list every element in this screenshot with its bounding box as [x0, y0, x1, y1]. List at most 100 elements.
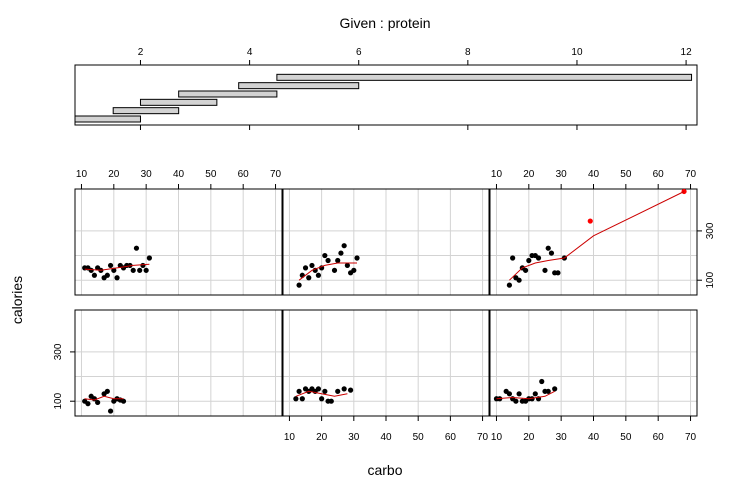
data-point	[315, 386, 322, 392]
given-tick-label: 2	[138, 47, 144, 58]
panel-frame	[282, 188, 490, 296]
x-tick-label: 70	[477, 432, 489, 443]
data-point	[322, 388, 328, 394]
data-point	[344, 262, 350, 269]
data-point	[516, 391, 522, 397]
x-tick-label: 10	[491, 432, 503, 443]
given-interval-bar	[74, 115, 141, 123]
data-point	[354, 255, 360, 261]
data-point	[306, 275, 312, 281]
x-tick-label: 60	[445, 432, 457, 443]
smooth-line	[298, 262, 357, 281]
data-point	[319, 396, 325, 402]
highlight-point	[587, 218, 593, 224]
x-tick-label: 20	[523, 432, 535, 443]
data-point	[331, 267, 338, 273]
data-point	[107, 408, 114, 414]
data-point	[114, 275, 120, 281]
data-point	[552, 386, 558, 392]
data-point	[347, 387, 354, 393]
data-point	[338, 250, 344, 256]
smooth-line	[295, 390, 348, 397]
scatter-panel: 10 20 30 40 50 60 70	[282, 309, 490, 443]
y-axis-title: calories	[9, 276, 25, 324]
data-point	[506, 282, 513, 288]
x-tick-label: 40	[588, 169, 600, 180]
x-tick-label: 30	[556, 169, 568, 180]
data-point	[137, 267, 143, 273]
data-point	[545, 245, 551, 251]
data-point	[526, 257, 532, 264]
data-point	[545, 388, 551, 394]
data-point	[341, 243, 347, 249]
data-point	[335, 388, 341, 394]
smooth-line	[509, 191, 685, 281]
panel-frame	[74, 309, 283, 417]
x-tick-label: 60	[653, 169, 665, 180]
x-tick-label: 50	[620, 432, 632, 443]
y-tick-label: 300	[53, 343, 64, 360]
scatter-panel	[282, 188, 490, 296]
x-tick-label: 30	[141, 169, 153, 180]
data-point	[315, 272, 322, 278]
data-point	[146, 255, 152, 261]
given-tick-label: 8	[465, 47, 471, 58]
data-point	[535, 255, 542, 261]
data-point	[516, 277, 522, 283]
data-point	[107, 262, 114, 269]
given-title: Given : protein	[339, 15, 430, 31]
x-axis-title: carbo	[367, 462, 402, 478]
smooth-line	[84, 263, 150, 271]
given-panel: 2 4 6 8 10 12	[74, 47, 698, 130]
x-tick-label: 50	[205, 169, 217, 180]
x-tick-label: 10	[284, 432, 296, 443]
data-point	[548, 250, 555, 256]
data-point	[91, 272, 98, 278]
given-tick-label: 6	[356, 47, 362, 58]
x-tick-label: 40	[380, 432, 392, 443]
data-point	[539, 378, 545, 385]
scatter-panel: 10 20 30 40 50 60 70 100 300	[489, 169, 716, 296]
data-point	[104, 272, 110, 278]
x-tick-label: 70	[685, 432, 697, 443]
x-tick-label: 70	[270, 169, 282, 180]
given-interval-bar	[276, 73, 693, 81]
data-point	[104, 388, 110, 394]
data-point	[140, 262, 146, 269]
x-tick-label: 40	[173, 169, 185, 180]
data-point	[335, 257, 341, 264]
given-tick-label: 10	[571, 47, 583, 58]
x-tick-label: 30	[348, 432, 360, 443]
smooth-line	[84, 395, 124, 401]
data-point	[143, 267, 149, 273]
x-tick-label: 20	[108, 169, 120, 180]
data-point	[296, 388, 302, 394]
data-point	[341, 386, 347, 392]
data-point	[95, 399, 101, 406]
data-point	[309, 262, 315, 269]
x-tick-label: 30	[556, 432, 568, 443]
data-point	[322, 252, 328, 259]
data-point	[510, 255, 516, 261]
data-point	[296, 282, 302, 288]
data-point	[506, 391, 513, 397]
x-tick-label: 20	[523, 169, 535, 180]
data-point	[85, 401, 91, 407]
scatter-panel: 10 20 30 40 50 60 70	[74, 169, 283, 296]
y-tick-label: 100	[53, 392, 64, 409]
data-point	[302, 265, 309, 271]
given-tick-label: 12	[681, 47, 693, 58]
data-point	[325, 257, 331, 264]
x-tick-label: 40	[588, 432, 600, 443]
data-point	[328, 398, 334, 404]
data-point	[555, 270, 561, 276]
x-tick-label: 50	[620, 169, 632, 180]
x-tick-label: 60	[238, 169, 250, 180]
data-point	[293, 396, 299, 402]
data-point	[513, 398, 519, 404]
data-point	[130, 267, 136, 273]
y-tick-label: 100	[705, 271, 716, 288]
data-point	[88, 267, 94, 273]
data-point	[299, 272, 305, 278]
data-point	[120, 398, 127, 404]
